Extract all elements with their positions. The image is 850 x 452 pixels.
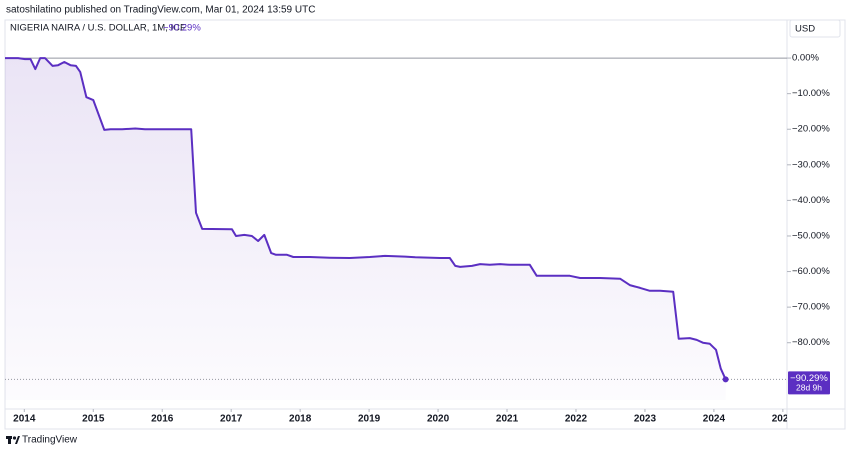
header: satoshilatino published on TradingView.c… bbox=[6, 5, 315, 16]
last-value-label: −90.29% bbox=[790, 373, 828, 384]
area bbox=[5, 58, 726, 400]
x-tick-label: 2025 bbox=[772, 414, 795, 425]
x-tick-label: 2023 bbox=[634, 414, 657, 425]
countdown: 28d 9h bbox=[796, 383, 822, 393]
y-axis: 0.00% −10.00% −20.00% −30.00% −40.00% −50.00%… bbox=[787, 53, 830, 395]
last-value-badge bbox=[788, 371, 830, 395]
brand-logo bbox=[6, 436, 20, 444]
line bbox=[5, 57, 727, 380]
currency-label[interactable]: USD bbox=[795, 24, 815, 35]
legend-change: −90.29% bbox=[163, 23, 201, 34]
brand-name: TradingView bbox=[22, 435, 78, 446]
y-tick-label: −60.00% bbox=[792, 266, 830, 277]
x-tick-label: 2020 bbox=[427, 414, 450, 425]
legend-title: NIGERIA NAIRA / U.S. DOLLAR, 1M, ICE bbox=[10, 23, 186, 34]
y-tick-label: 0.00% bbox=[792, 53, 819, 64]
x-tick-label: 2018 bbox=[289, 414, 312, 425]
y-tick-label: −20.00% bbox=[792, 124, 830, 135]
y-tick-label: −30.00% bbox=[792, 159, 830, 170]
x-tick-label: 2014 bbox=[13, 414, 36, 425]
last-point bbox=[722, 376, 729, 383]
x-tick-label: 2022 bbox=[565, 414, 588, 425]
plot-area bbox=[5, 57, 787, 400]
y-tick-label: −10.00% bbox=[792, 88, 830, 99]
x-tick-label: 2024 bbox=[703, 414, 726, 425]
x-tick-label: 2017 bbox=[220, 414, 243, 425]
currency-button[interactable] bbox=[789, 19, 841, 38]
y-tick-label: −70.00% bbox=[792, 302, 830, 313]
x-tick-label: 2015 bbox=[82, 414, 105, 425]
x-axis: 2014 2015 2016 2017 2018 2019 2020 2021 2022 2023… bbox=[13, 409, 795, 425]
y-tick-label: −80.00% bbox=[792, 337, 830, 348]
x-tick-label: 2019 bbox=[358, 414, 381, 425]
x-tick-label: 2016 bbox=[151, 414, 174, 425]
y-tick-label: −40.00% bbox=[792, 195, 830, 206]
x-tick-label: 2021 bbox=[496, 414, 519, 425]
y-tick-label: −50.00% bbox=[792, 230, 830, 241]
